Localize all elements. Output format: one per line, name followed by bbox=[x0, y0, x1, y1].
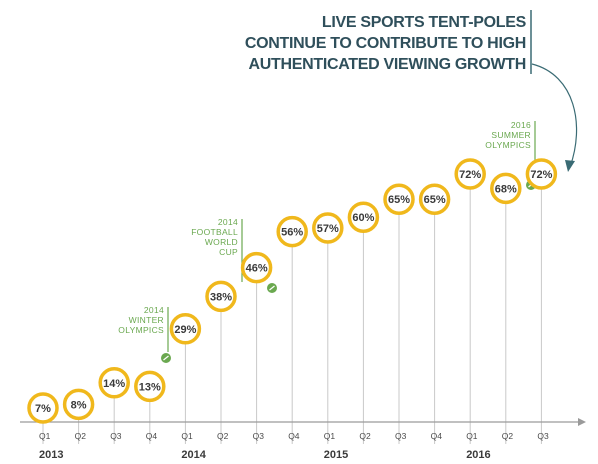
data-label-4: 13% bbox=[139, 381, 161, 393]
event-1-line-3: OLYMPICS bbox=[118, 325, 164, 335]
callout-arrow bbox=[531, 63, 578, 168]
data-point-5 bbox=[169, 313, 202, 345]
quarter-label-2: Q2 bbox=[75, 431, 87, 441]
event-2-line-3: WORLD bbox=[205, 237, 238, 247]
event-2-line-1: 2014 bbox=[218, 217, 238, 227]
quarter-labels: Q1 Q2 Q3 Q4 Q1 Q2 Q3 Q4 Q1 Q2 Q3 Q4 Q1 Q2 Q3 bbox=[39, 431, 549, 441]
data-label-6: 38% bbox=[210, 291, 232, 303]
data-label-11: 65% bbox=[388, 194, 410, 206]
callout-line-2: CONTINUE TO CONTRIBUTE TO HIGH bbox=[245, 35, 526, 52]
year-label-2016: 2016 bbox=[466, 449, 490, 461]
data-label-10: 60% bbox=[352, 212, 374, 224]
year-label-2014: 2014 bbox=[181, 449, 206, 461]
data-label-3: 14% bbox=[103, 378, 125, 390]
data-label-12: 65% bbox=[424, 194, 446, 206]
callout-line-3: AUTHENTICATED VIEWING GROWTH bbox=[248, 56, 526, 73]
data-label-15: 72% bbox=[530, 169, 552, 181]
quarter-label-8: Q4 bbox=[288, 431, 300, 441]
data-point-2 bbox=[62, 388, 95, 421]
data-point-4 bbox=[134, 370, 166, 403]
event-3-line-3: OLYMPICS bbox=[485, 140, 531, 150]
quarter-label-10: Q2 bbox=[359, 431, 371, 441]
quarter-label-11: Q3 bbox=[395, 431, 407, 441]
event-2-ball-icon-mark bbox=[269, 285, 275, 291]
data-point-15 bbox=[525, 158, 558, 190]
callout-line-1: LIVE SPORTS TENT-POLES bbox=[322, 14, 527, 31]
data-point-6 bbox=[205, 280, 237, 313]
data-point-12 bbox=[418, 183, 451, 215]
data-bubbles: 7% 8% 14% 13% 29% 38% 46% 56% 57% 60% 65% 65% 72% 68%… bbox=[27, 158, 558, 424]
quarter-label-5: Q1 bbox=[181, 431, 193, 441]
quarter-label-13: Q1 bbox=[466, 431, 478, 441]
data-label-14: 68% bbox=[495, 183, 517, 195]
data-label-8: 56% bbox=[281, 227, 303, 239]
x-axis bbox=[20, 418, 586, 426]
event-3-line-2: SUMMER bbox=[491, 130, 531, 140]
data-point-1 bbox=[27, 392, 59, 424]
data-label-7: 46% bbox=[246, 263, 268, 275]
data-point-13 bbox=[454, 158, 486, 190]
callout-arrowhead bbox=[565, 160, 575, 172]
quarter-label-3: Q3 bbox=[110, 431, 122, 441]
data-point-14 bbox=[490, 172, 522, 205]
callout: LIVE SPORTS TENT-POLES CONTINUE TO CONTR… bbox=[245, 10, 578, 172]
quarter-label-14: Q2 bbox=[502, 431, 514, 441]
data-point-8 bbox=[276, 215, 308, 248]
data-label-13: 72% bbox=[459, 169, 481, 181]
year-labels: 2013 2014 2015 2016 bbox=[39, 449, 491, 461]
data-point-9 bbox=[312, 212, 344, 244]
data-point-7 bbox=[240, 251, 273, 284]
year-label-2015: 2015 bbox=[324, 449, 348, 461]
quarter-label-15: Q3 bbox=[537, 431, 549, 441]
x-axis-arrowhead bbox=[578, 418, 586, 426]
quarter-label-6: Q2 bbox=[217, 431, 229, 441]
event-2-line-2: FOOTBALL bbox=[191, 227, 238, 237]
year-label-2013: 2013 bbox=[39, 449, 63, 461]
event-3-line-1: 2016 bbox=[511, 120, 531, 130]
stems bbox=[42, 188, 542, 444]
event-1-line-2: WINTER bbox=[129, 315, 164, 325]
quarter-label-12: Q4 bbox=[431, 431, 443, 441]
quarter-label-9: Q1 bbox=[324, 431, 336, 441]
quarter-label-7: Q3 bbox=[253, 431, 265, 441]
quarter-label-4: Q4 bbox=[146, 431, 158, 441]
event-2-line-4: CUP bbox=[219, 247, 238, 257]
event-1-line-1: 2014 bbox=[144, 305, 164, 315]
data-point-3 bbox=[98, 367, 130, 399]
quarter-label-1: Q1 bbox=[39, 431, 51, 441]
data-label-5: 29% bbox=[174, 324, 196, 336]
data-label-1: 7% bbox=[35, 403, 51, 415]
data-label-9: 57% bbox=[317, 223, 339, 235]
data-point-10 bbox=[347, 201, 380, 233]
event-1-ball-icon-mark bbox=[163, 355, 169, 361]
data-point-11 bbox=[383, 183, 415, 215]
data-label-2: 8% bbox=[71, 399, 87, 411]
